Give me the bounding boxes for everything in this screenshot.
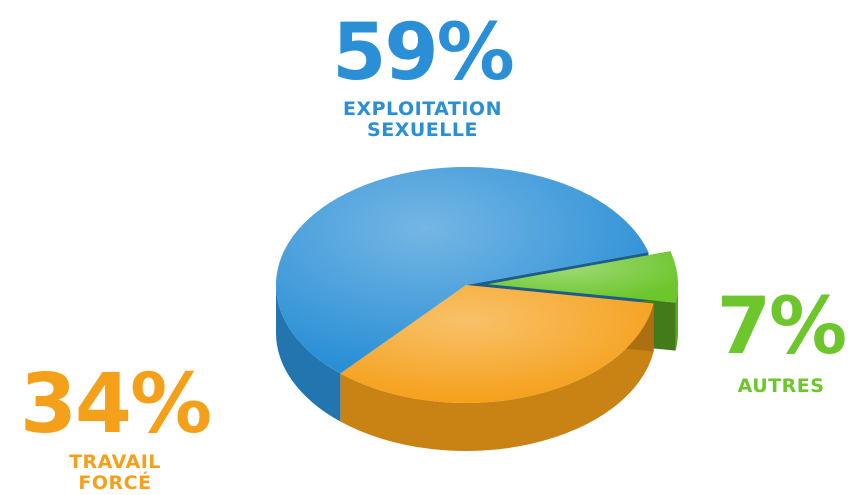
slice-highlight-2 bbox=[340, 285, 654, 403]
slice-wall-0 bbox=[276, 285, 341, 422]
slice-highlight-0 bbox=[276, 167, 649, 374]
slice-category-label-travail: TRAVAIL FORCÉ bbox=[69, 451, 161, 494]
slice-category-label-exploitation: EXPLOITATION SEXUELLE bbox=[342, 98, 502, 141]
slice-value-label-exploitation: 59% bbox=[332, 8, 515, 98]
slice-category-label-autres: AUTRES bbox=[737, 375, 825, 397]
slice-wall-1 bbox=[675, 284, 678, 351]
slice-value-label-autres: 7% bbox=[716, 282, 847, 372]
slice-value-label-travail: 34% bbox=[19, 357, 212, 452]
slice-highlight-1 bbox=[487, 251, 678, 303]
slice-wall-2 bbox=[340, 303, 654, 451]
